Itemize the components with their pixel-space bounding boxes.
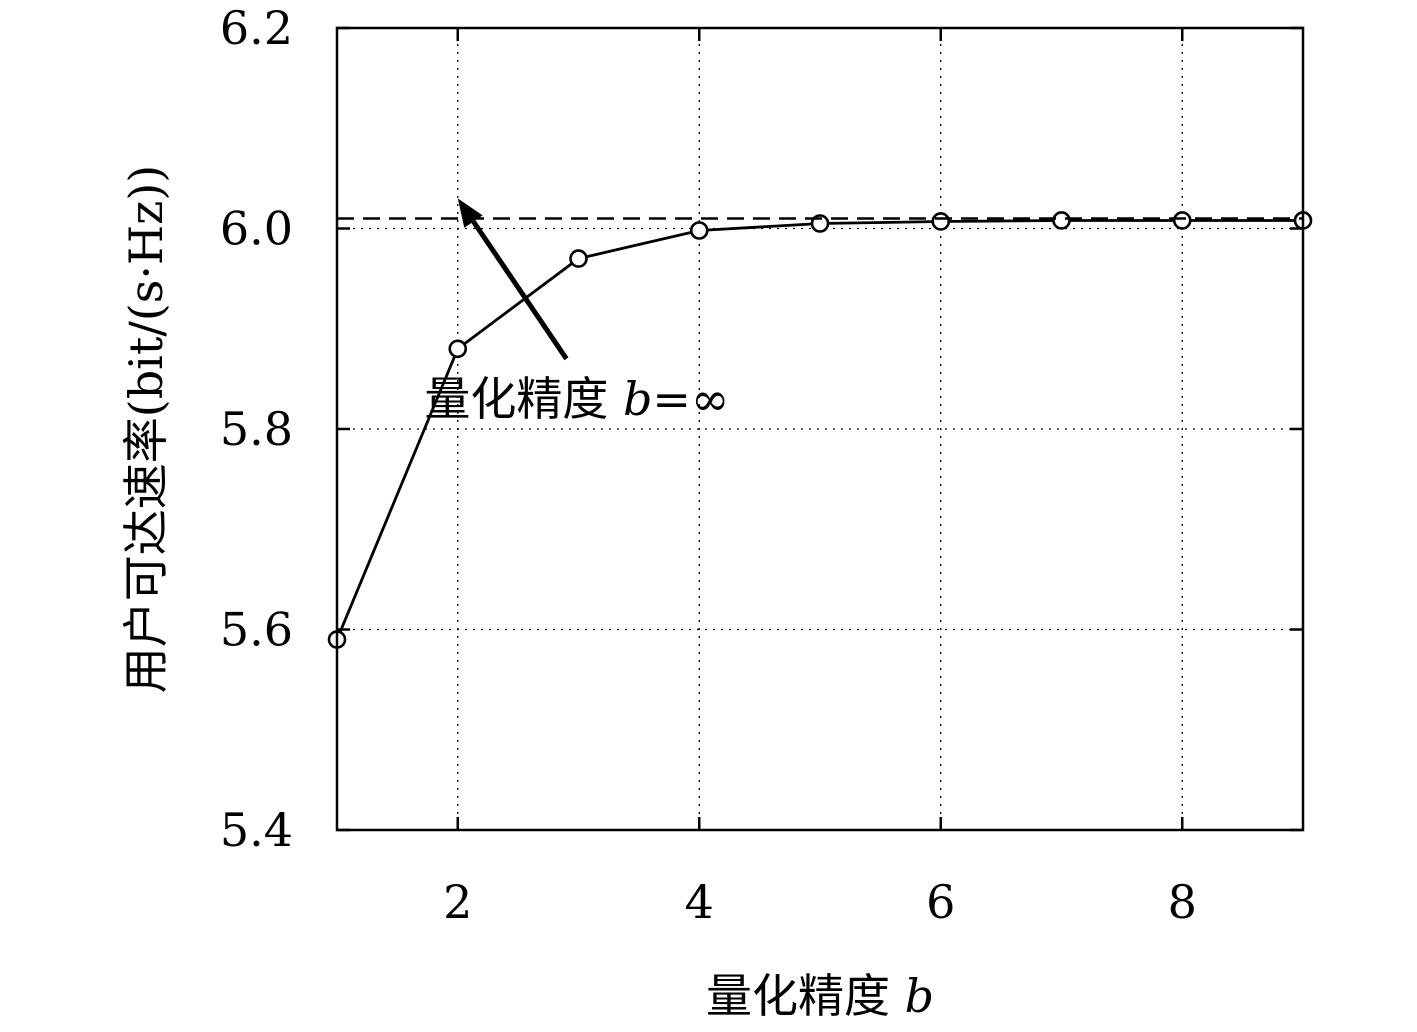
series-point [689,221,709,240]
series-point [448,339,468,359]
series-point [1172,211,1192,230]
grid-lines [337,28,1303,830]
x-tick-label: 8 [1168,875,1197,929]
y-tick-label: 5.6 [220,603,293,657]
x-tick-label: 2 [443,875,472,929]
y-tick-label: 6.0 [220,202,293,256]
y-tick-label: 5.8 [220,402,293,456]
annotation-arrow-head [457,198,483,228]
annotation-label: 量化精度 b=∞ [424,372,729,426]
x-axis-label-var: b [905,969,934,1023]
series-point [569,249,588,268]
x-axis-label: 量化精度 b [706,969,934,1023]
y-tick-label: 6.2 [220,1,293,55]
series-line [335,219,1303,641]
annotation-label-suffix: =∞ [652,372,729,426]
annotation-label-var: b [623,372,652,426]
x-tick-label: 4 [685,875,714,929]
y-tick-label: 5.4 [220,803,293,857]
y-axis-label: 用户可达速率(bit/(s·Hz)) [119,165,173,694]
annotation-label-text: 量化精度 [424,372,623,426]
series-point [931,212,951,231]
x-axis-label-text: 量化精度 [706,969,905,1023]
x-tick-label: 6 [926,875,955,929]
series-layer [327,211,1313,649]
annotation: 量化精度 b=∞ [424,198,729,426]
axis-ticks: 2 4 6 8 5.4 5.6 5.8 6.0 6.2 [220,1,1303,929]
series-point [1052,211,1071,230]
annotation-arrow-shaft [471,220,569,361]
